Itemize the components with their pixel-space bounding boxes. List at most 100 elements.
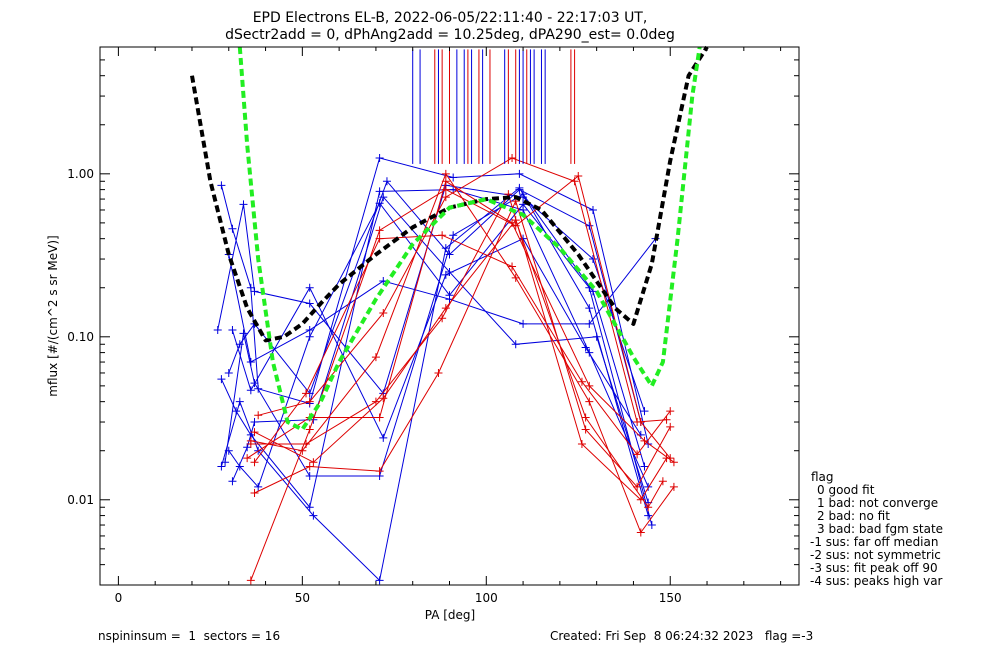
series-line	[228, 202, 653, 526]
data-point	[305, 471, 314, 480]
data-point	[644, 503, 653, 512]
data-point	[511, 340, 520, 349]
data-point	[305, 299, 314, 308]
data-point	[246, 358, 255, 367]
data-point	[508, 262, 517, 271]
data-point	[254, 411, 263, 420]
data-point	[511, 216, 520, 225]
chart-title: EPD Electrons EL-B, 2022-06-05/22:11:40 …	[253, 10, 648, 26]
data-point	[585, 304, 594, 313]
data-point	[246, 439, 255, 448]
data-point	[669, 482, 678, 491]
fit-curves-layer	[190, 45, 709, 432]
data-point	[640, 407, 649, 416]
legend-item: -4 sus: peaks high var	[810, 574, 943, 588]
data-point	[375, 226, 384, 235]
data-point	[243, 454, 252, 463]
data-point	[441, 177, 450, 186]
data-point	[250, 458, 259, 467]
data-point	[305, 326, 314, 335]
data-point	[305, 503, 314, 512]
footer-created: Created: Fri Sep 8 06:24:32 2023 flag =-…	[550, 629, 813, 643]
data-point	[375, 576, 384, 585]
data-point	[298, 446, 307, 455]
data-point	[239, 329, 248, 338]
data-point	[581, 343, 590, 352]
series-line	[231, 238, 642, 440]
data-point	[375, 413, 384, 422]
data-point	[577, 377, 586, 386]
data-point	[246, 386, 255, 395]
data-point	[669, 458, 678, 467]
data-point	[375, 199, 384, 208]
data-point	[302, 389, 311, 398]
data-point	[213, 326, 222, 335]
legend-item: 0 good fit	[817, 483, 875, 497]
x-tick-label: 50	[295, 591, 310, 605]
data-point	[375, 467, 384, 476]
data-point	[633, 418, 642, 427]
data-point	[640, 436, 649, 445]
data-point	[309, 511, 318, 520]
data-point	[441, 304, 450, 313]
data-point	[254, 482, 263, 491]
data-point	[438, 231, 447, 240]
data-point	[246, 283, 255, 292]
series-line	[254, 219, 664, 509]
chart-subtitle: dSectr2add = 0, dPhAng2add = 10.25deg, d…	[225, 27, 675, 43]
legend-item: -1 sus: far off median	[810, 535, 938, 549]
y-tick-label: 0.10	[67, 330, 94, 344]
data-point	[305, 425, 314, 434]
data-point	[633, 450, 642, 459]
y-axis-label: mflux [#/(cm^2 s sr MeV)]	[46, 235, 60, 396]
legend-item: -3 sus: fit peak off 90	[810, 561, 938, 575]
legend-item: 2 bad: no fit	[817, 509, 890, 523]
data-point	[640, 462, 649, 471]
data-point	[235, 397, 244, 406]
y-tick-label: 1.00	[67, 167, 94, 181]
data-point	[662, 454, 671, 463]
data-point	[581, 425, 590, 434]
data-point	[515, 183, 524, 192]
data-point	[235, 462, 244, 471]
x-axis-label: PA [deg]	[425, 608, 475, 622]
data-point	[250, 418, 259, 427]
data-point	[636, 528, 645, 537]
fit-curve	[237, 46, 702, 432]
y-tick-label: 0.01	[67, 493, 94, 507]
data-point	[217, 181, 226, 190]
data-point	[217, 375, 226, 384]
series-line	[254, 234, 671, 463]
data-point	[250, 428, 259, 437]
x-tick-label: 100	[475, 591, 498, 605]
data-point	[228, 224, 237, 233]
data-point	[305, 332, 314, 341]
legend-item: -2 sus: not symmetric	[810, 548, 941, 562]
data-point	[585, 381, 594, 390]
data-point	[305, 397, 314, 406]
legend: flag 0 good fit 1 bad: not converge 2 ba…	[810, 470, 943, 588]
fit-curve	[190, 45, 709, 343]
data-point	[224, 368, 233, 377]
footer-info: nspininsum = 1 sectors = 16	[98, 629, 280, 643]
data-point	[434, 368, 443, 377]
data-point	[574, 171, 583, 180]
legend-title: flag	[811, 470, 834, 484]
data-point	[228, 326, 237, 335]
data-point	[585, 319, 594, 328]
data-point	[570, 177, 579, 186]
data-point	[449, 231, 458, 240]
data-point	[375, 187, 384, 196]
data-point	[647, 521, 656, 530]
data-point	[246, 576, 255, 585]
data-point	[228, 477, 237, 486]
x-tick-label: 150	[659, 591, 682, 605]
series-line	[254, 199, 671, 494]
series-line	[250, 172, 675, 534]
data-point	[239, 200, 248, 209]
data-point	[508, 154, 517, 163]
data-point	[305, 462, 314, 471]
data-point	[511, 273, 520, 282]
data-point	[588, 205, 597, 214]
